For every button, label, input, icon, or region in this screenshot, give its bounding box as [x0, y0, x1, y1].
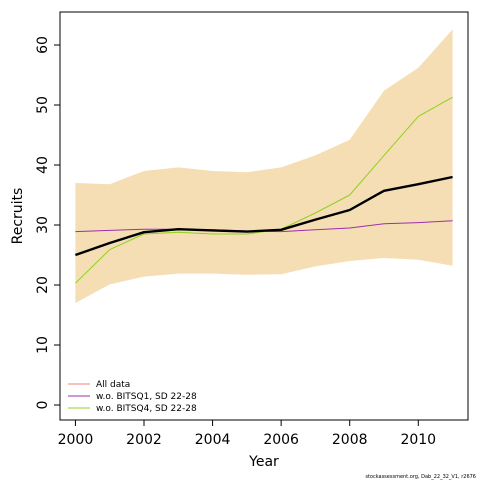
x-tick-label: 2010 [400, 432, 436, 448]
series-layer [75, 96, 453, 284]
x-axis: 2000 2002 2004 2006 2008 2010 [58, 419, 436, 448]
y-axis-title: Recruits [10, 188, 26, 245]
legend-label: All data [96, 380, 130, 390]
x-tick-label: 2006 [263, 432, 299, 448]
y-axis: 0 10 20 30 40 50 60 [35, 36, 61, 410]
y-tick-label: 50 [35, 96, 51, 114]
confidence-band [75, 29, 453, 304]
y-tick-label: 60 [35, 36, 51, 54]
y-tick-label: 20 [35, 276, 51, 294]
x-axis-title: Year [248, 454, 279, 470]
y-tick-label: 30 [35, 216, 51, 234]
legend-label: w.o. BITSQ4, SD 22-28 [96, 404, 197, 414]
footer-credit: stockassessment.org, Dab_22_32_V1, r2676 [365, 474, 476, 480]
x-tick-label: 2002 [126, 432, 162, 448]
series-line-all-data [75, 175, 453, 257]
confidence-band-layer [75, 29, 453, 304]
x-tick-label: 2000 [58, 432, 94, 448]
x-tick-label: 2004 [195, 432, 231, 448]
x-tick-label: 2008 [332, 432, 368, 448]
legend-label: w.o. BITSQ1, SD 22-28 [96, 392, 197, 402]
y-tick-label: 40 [35, 156, 51, 174]
y-tick-label: 0 [35, 401, 51, 410]
legend: All data w.o. BITSQ1, SD 22-28 w.o. BITSQ4… [68, 380, 197, 414]
y-tick-label: 10 [35, 336, 51, 354]
